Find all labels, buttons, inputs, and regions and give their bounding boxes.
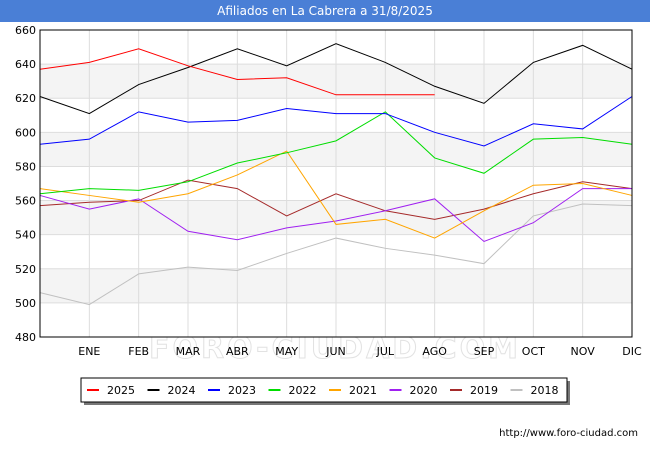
x-tick-label: AGO [422, 345, 447, 358]
legend-label-2022: 2022 [289, 384, 317, 397]
legend-label-2019: 2019 [470, 384, 498, 397]
legend-label-2024: 2024 [168, 384, 196, 397]
y-tick-label: 640 [15, 58, 36, 71]
x-tick-label: MAY [275, 345, 298, 358]
series-line-2022 [39, 111, 633, 195]
legend-label-2023: 2023 [228, 384, 256, 397]
y-tick-label: 480 [15, 331, 36, 344]
y-tick-label: 560 [15, 195, 36, 208]
y-tick-label: 500 [15, 297, 36, 310]
series-line-2018 [39, 203, 633, 306]
y-tick-label: 520 [15, 263, 36, 276]
series-line-2019 [39, 179, 633, 220]
x-tick-label: ABR [226, 345, 249, 358]
y-tick-label: 660 [15, 24, 36, 37]
x-tick-label: OCT [522, 345, 545, 358]
y-tick-label: 600 [15, 126, 36, 139]
y-tick-label: 580 [15, 160, 36, 173]
series-line-2024 [39, 43, 633, 115]
y-tick-label: 540 [15, 229, 36, 242]
legend: 2025 2024 2023 2022 2021 2020 2019 2018 [80, 377, 570, 405]
x-tick-label: ENE [78, 345, 100, 358]
legend-box [80, 377, 568, 403]
plot-border [39, 29, 633, 338]
legend-label-2018: 2018 [531, 384, 559, 397]
legend-label-2025: 2025 [107, 384, 135, 397]
x-tick-label: JUN [325, 345, 346, 358]
chart-title: Afiliados en La Cabrera a 31/8/2025 [0, 0, 650, 22]
series-line-2020 [39, 188, 632, 243]
series-line-2021 [39, 150, 633, 239]
x-tick-label: MAR [176, 345, 201, 358]
series-line-2023 [39, 96, 633, 147]
legend-label-2021: 2021 [349, 384, 377, 397]
x-tick-label: JUL [376, 345, 395, 358]
y-tick-label: 620 [15, 92, 36, 105]
series-line-2025 [39, 48, 435, 96]
legend-label-2020: 2020 [410, 384, 438, 397]
x-tick-label: SEP [474, 345, 495, 358]
x-tick-label: NOV [571, 345, 596, 358]
x-tick-label: DIC [622, 345, 642, 358]
source-url[interactable]: http://www.foro-ciudad.com [499, 428, 638, 439]
x-tick-label: FEB [128, 345, 149, 358]
